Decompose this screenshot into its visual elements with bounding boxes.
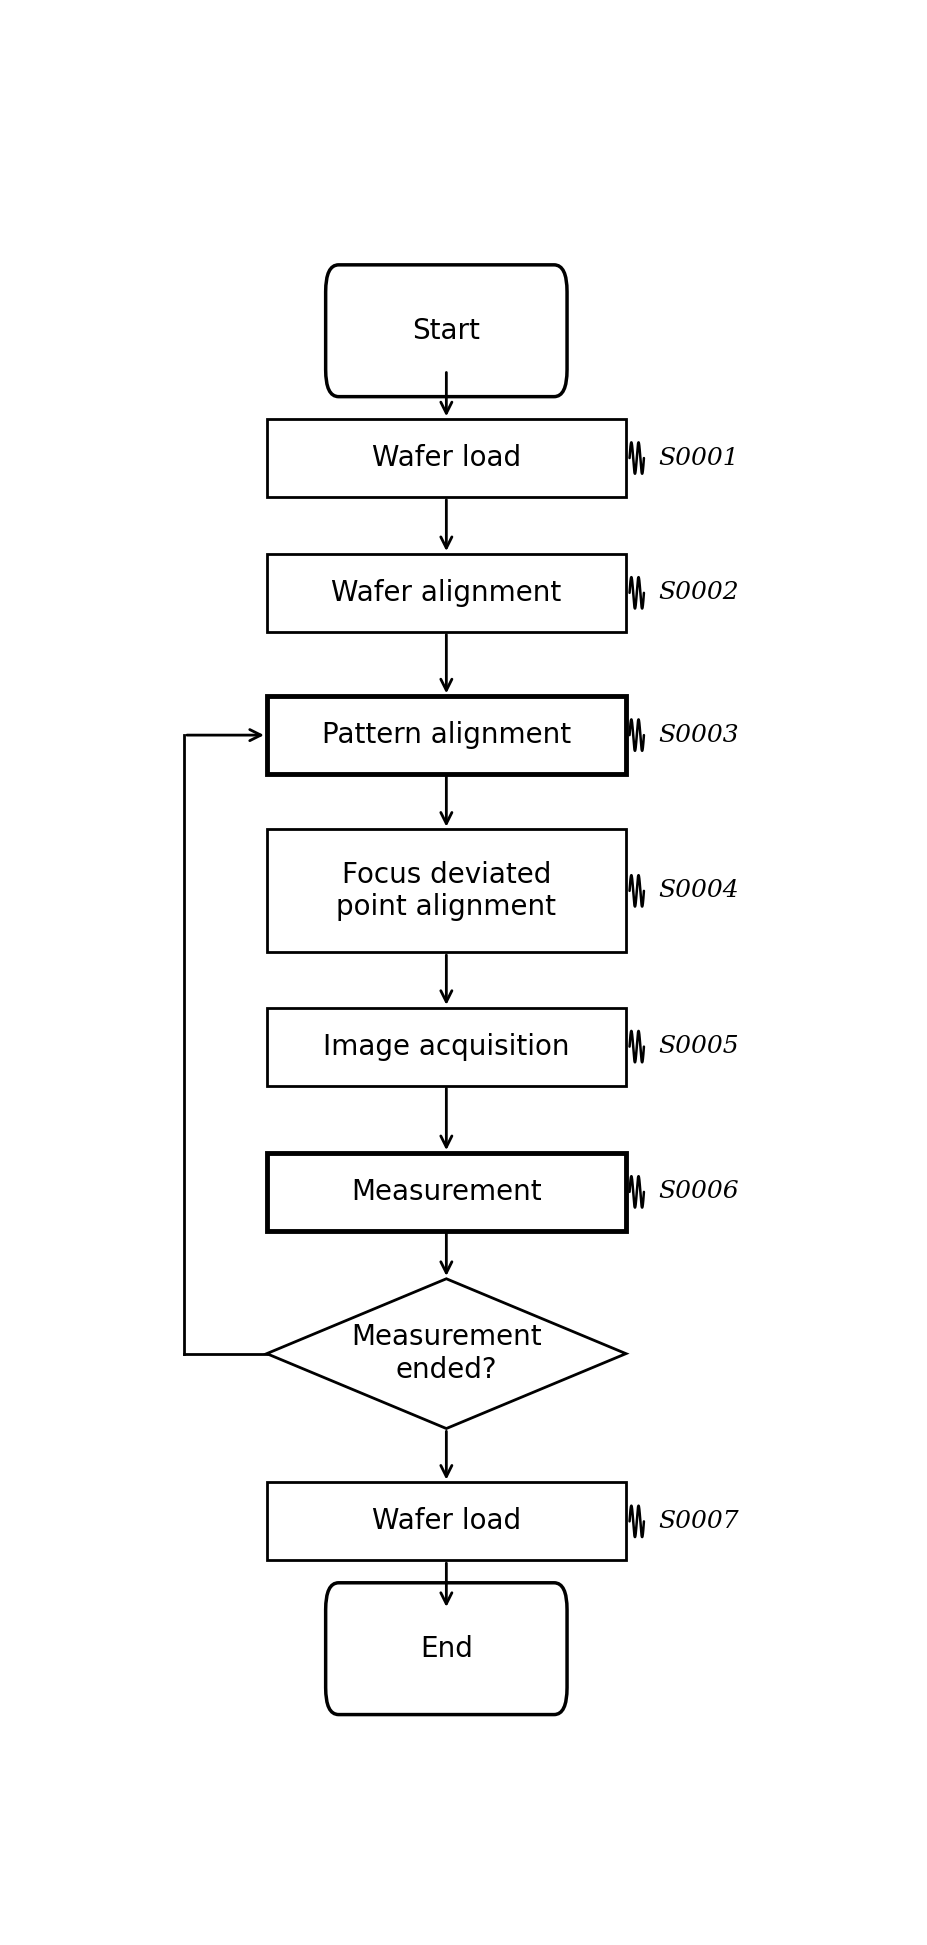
- Text: Wafer alignment: Wafer alignment: [331, 580, 562, 607]
- Bar: [267, 1482, 626, 1560]
- Bar: [267, 1008, 626, 1085]
- Text: S0003: S0003: [658, 724, 739, 747]
- Text: S0001: S0001: [658, 447, 739, 469]
- Bar: [267, 554, 626, 632]
- Text: Wafer load: Wafer load: [372, 443, 521, 473]
- Text: Focus deviated
point alignment: Focus deviated point alignment: [337, 862, 556, 922]
- Text: S0002: S0002: [658, 582, 739, 605]
- Text: End: End: [420, 1634, 473, 1663]
- Bar: [267, 829, 626, 953]
- FancyBboxPatch shape: [325, 1583, 567, 1715]
- Text: Measurement: Measurement: [351, 1179, 541, 1206]
- Text: Measurement
ended?: Measurement ended?: [351, 1323, 541, 1383]
- Text: S0005: S0005: [658, 1035, 739, 1058]
- Text: S0006: S0006: [658, 1181, 739, 1204]
- Bar: [267, 1153, 626, 1231]
- Text: S0007: S0007: [658, 1509, 739, 1533]
- Text: Image acquisition: Image acquisition: [324, 1033, 569, 1060]
- Bar: [267, 418, 626, 498]
- Polygon shape: [267, 1278, 626, 1428]
- Text: Start: Start: [413, 317, 480, 344]
- FancyBboxPatch shape: [325, 265, 567, 397]
- Text: Pattern alignment: Pattern alignment: [322, 722, 571, 749]
- Bar: [267, 696, 626, 774]
- Text: Wafer load: Wafer load: [372, 1507, 521, 1535]
- Text: S0004: S0004: [658, 879, 739, 902]
